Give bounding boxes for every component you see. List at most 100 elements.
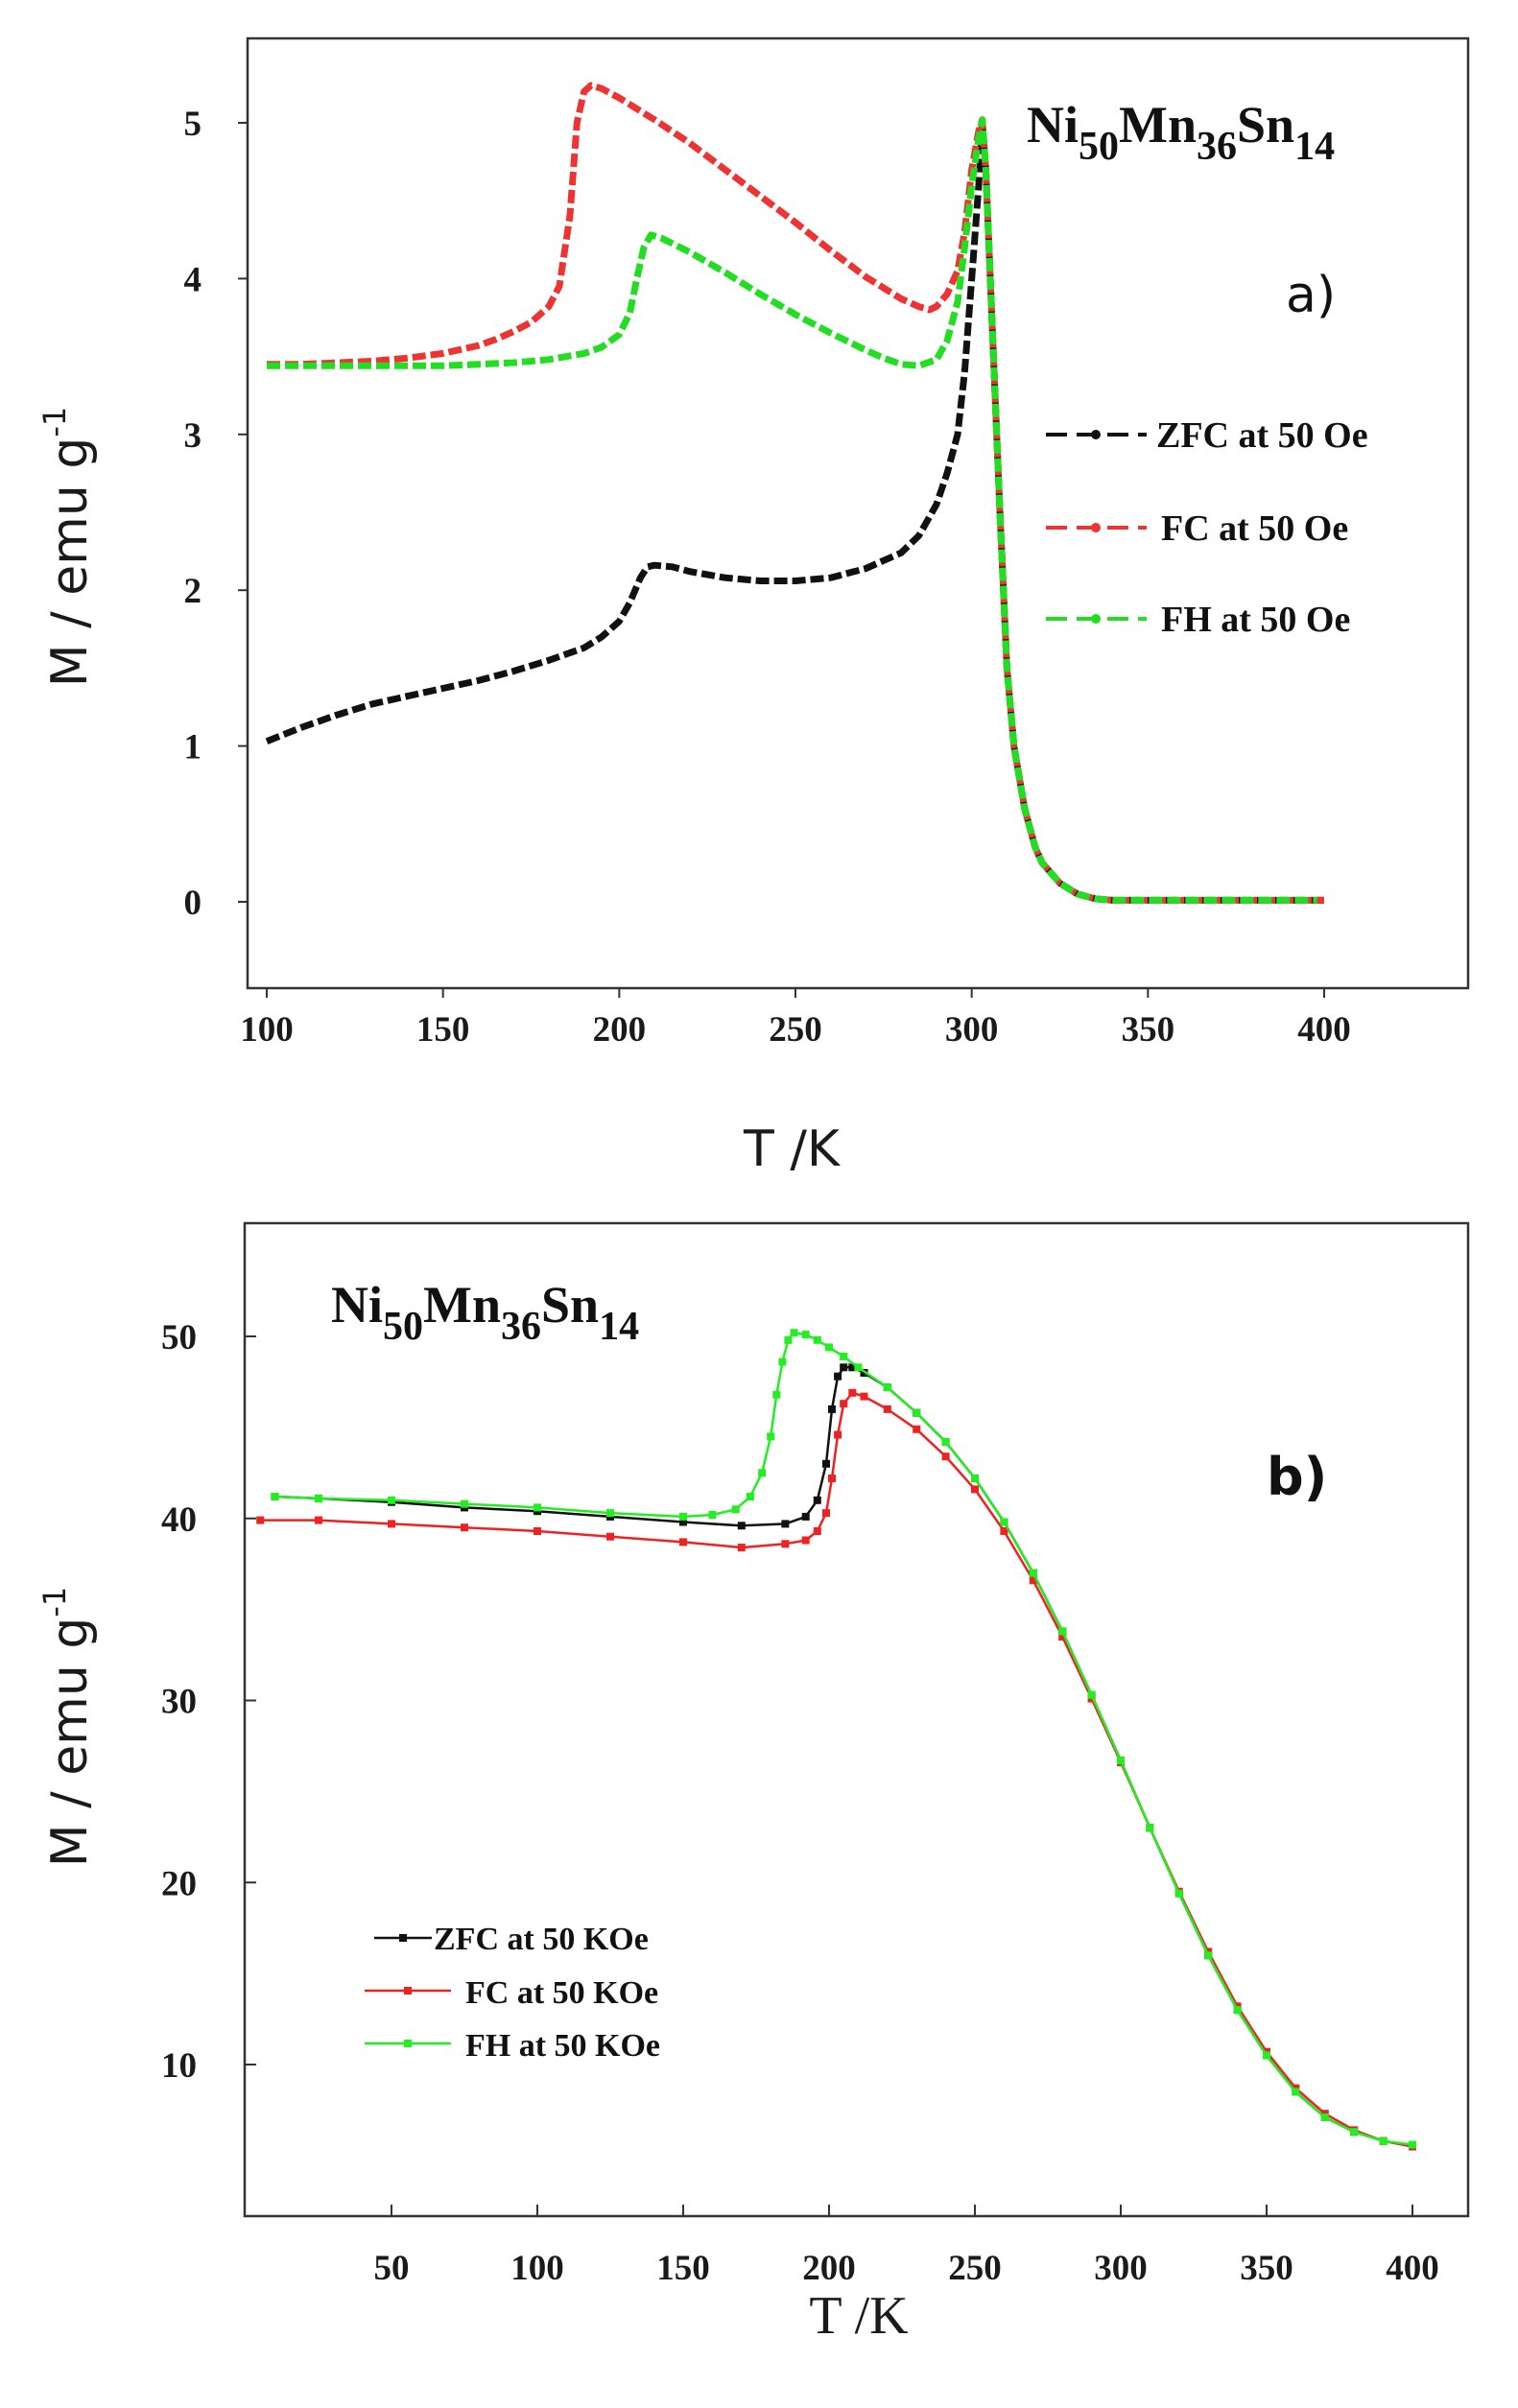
panel-a-y-axis-label-main: M / emu g	[41, 437, 99, 688]
series-zfc-at-50-koe-point	[848, 1363, 857, 1372]
series-fc-at-50-koe-point	[1000, 1527, 1008, 1535]
series-fh-at-50-koe-point	[606, 1509, 614, 1518]
series-fh-at-50-koe-point	[784, 1335, 793, 1344]
series-fc-at-50-koe-point	[388, 1520, 395, 1528]
series-fh-at-50-koe-point	[746, 1493, 754, 1500]
series-fh-at-50-koe-point	[388, 1496, 395, 1504]
series-fc-at-50-koe-point	[941, 1452, 950, 1461]
y-tick-label: 4	[184, 260, 202, 299]
series-fh-at-50-koe-point	[1117, 1757, 1125, 1765]
series-fh-at-50-koe-point	[1379, 2137, 1388, 2145]
series-fc-at-50-koe-point	[256, 1516, 265, 1524]
series-fh-at-50-koe-point	[840, 1352, 848, 1360]
x-tick-label: 150	[416, 1010, 470, 1050]
panel-a-y-axis-label: M / emu g-1	[36, 407, 99, 688]
series-fh-at-50-koe-point	[461, 1499, 468, 1508]
y-tick-label: 1	[184, 728, 202, 767]
series-fh-at-50-koe-point	[971, 1475, 979, 1482]
series-fc-at-50-koe-point	[534, 1527, 541, 1535]
series-fh-at-50-koe-point	[1087, 1690, 1096, 1699]
series-fc-at-50-koe-point	[822, 1509, 830, 1518]
series-fh-at-50-koe-point	[731, 1505, 740, 1514]
series-zfc-at-50-koe-point	[737, 1522, 746, 1530]
y-tick-label: 40	[161, 1500, 197, 1540]
series-fh-at-50-koe-point	[772, 1390, 781, 1399]
series-fh-at-50-koe-point	[1029, 1569, 1037, 1577]
x-tick-label: 400	[1297, 1010, 1351, 1050]
series-zfc-at-50-koe-point	[822, 1459, 830, 1468]
series-fc-at-50-koe-point	[813, 1527, 821, 1535]
series-fh-at-50-koe-point	[1174, 1889, 1183, 1898]
panel-b-formula-sn-sub: 14	[599, 1305, 639, 1349]
panel-a-y-axis-label-sup: -1	[36, 407, 73, 437]
panel-b-y-axis-label-sup: -1	[36, 1587, 73, 1617]
panel-b-formula-mn-sub: 36	[501, 1305, 541, 1349]
panel-a-formula-mn: Mn	[1119, 96, 1197, 153]
series-fc-at-50-koe-point	[848, 1388, 857, 1397]
panel-b-legend-fc-label: FC at 50 KOe	[465, 1975, 658, 2011]
panel-b-formula-sn: Sn	[541, 1276, 599, 1334]
panel-b-legend-fc-marker	[404, 1987, 412, 1995]
series-zfc-at-50-oe-line	[265, 119, 1324, 904]
panel-b-formula-mn: Mn	[423, 1276, 501, 1334]
series-fc-at-50-koe-point	[971, 1485, 979, 1494]
panel-a-formula-sn: Sn	[1237, 96, 1294, 153]
panel-b-legend-zfc: ZFC at 50 KOe	[374, 1922, 649, 1957]
x-tick-label: 350	[1240, 2249, 1293, 2288]
series-fc-at-50-koe-point	[840, 1400, 848, 1408]
series-fh-at-50-koe-point	[1146, 1824, 1154, 1832]
panel-a-series	[265, 82, 1324, 904]
series-fc-at-50-koe-point	[860, 1392, 868, 1401]
series-zfc-at-50-koe-point	[860, 1369, 868, 1377]
series-fh-at-50-koe-point	[315, 1494, 322, 1502]
series-fh-at-50-koe-point	[271, 1493, 279, 1500]
series-fh-at-50-koe-point	[1263, 2051, 1270, 2060]
series-fh-at-50-koe-point	[708, 1511, 717, 1519]
series-zfc-at-50-koe-point	[834, 1372, 842, 1381]
series-fc-at-50-koe-point	[913, 1425, 921, 1433]
x-tick-label: 300	[1094, 2249, 1148, 2288]
panel-a-legend-fh-marker	[1091, 614, 1101, 624]
x-tick-label: 300	[945, 1010, 999, 1050]
series-zfc-at-50-koe-point	[840, 1363, 848, 1372]
panel-b-label: b)	[1267, 1447, 1327, 1507]
series-fh-at-50-koe-point	[767, 1432, 775, 1441]
series-fc-at-50-koe-point	[781, 1540, 790, 1548]
series-fh-at-50-oe-line	[267, 116, 1317, 904]
series-fh-at-50-koe-point	[1058, 1627, 1067, 1636]
panel-b-plot-frame	[243, 1221, 1470, 2218]
panel-b-formula: Ni50Mn36Sn14	[331, 1276, 639, 1349]
series-zfc-at-50-koe-point	[781, 1520, 790, 1528]
panel-b-formula-ni: Ni	[331, 1276, 383, 1334]
panel-a-formula-ni-sub: 50	[1079, 125, 1119, 169]
series-fh-at-50-koe-point	[1292, 2088, 1300, 2096]
series-fc-at-50-koe-point	[606, 1532, 614, 1541]
panel-a-legend-fc-label: FC at 50 Oe	[1161, 508, 1348, 549]
panel-a-legend-zfc-marker	[1091, 430, 1101, 439]
series-fh-at-50-koe-point	[913, 1408, 921, 1417]
x-tick-label: 400	[1386, 2249, 1439, 2288]
y-tick-label: 0	[184, 884, 202, 923]
series-fh-at-50-koe-line	[274, 1331, 1413, 2146]
series-fc-at-50-koe-point	[828, 1475, 836, 1482]
panel-a-legend-fc: FC at 50 Oe	[1046, 508, 1348, 549]
x-tick-label: 100	[240, 1010, 294, 1050]
y-tick-label: 30	[161, 1683, 197, 1722]
series-fh-at-50-koe-point	[534, 1503, 541, 1512]
x-tick-label: 350	[1122, 1010, 1175, 1050]
series-fh-at-50-koe-point	[1204, 1951, 1213, 1960]
series-fh-at-50-koe-point	[1409, 2140, 1416, 2149]
panel-a-legend-fh: FH at 50 Oe	[1046, 600, 1350, 640]
series-zfc-at-50-koe-point	[679, 1518, 687, 1526]
y-tick-label: 2	[184, 572, 202, 611]
panel-a-formula-ni: Ni	[1027, 96, 1079, 153]
series-fh-at-50-koe-point	[854, 1363, 863, 1372]
series-zfc-at-50-koe-point	[801, 1512, 810, 1521]
panel-a-label: a)	[1286, 267, 1336, 324]
panel-a-x-axis-label: T /K	[743, 1121, 842, 1178]
x-tick-label: 200	[802, 2249, 856, 2288]
y-tick-label: 50	[161, 1318, 197, 1357]
series-fh-at-50-koe-point	[778, 1357, 787, 1366]
x-tick-label: 50	[374, 2249, 410, 2288]
